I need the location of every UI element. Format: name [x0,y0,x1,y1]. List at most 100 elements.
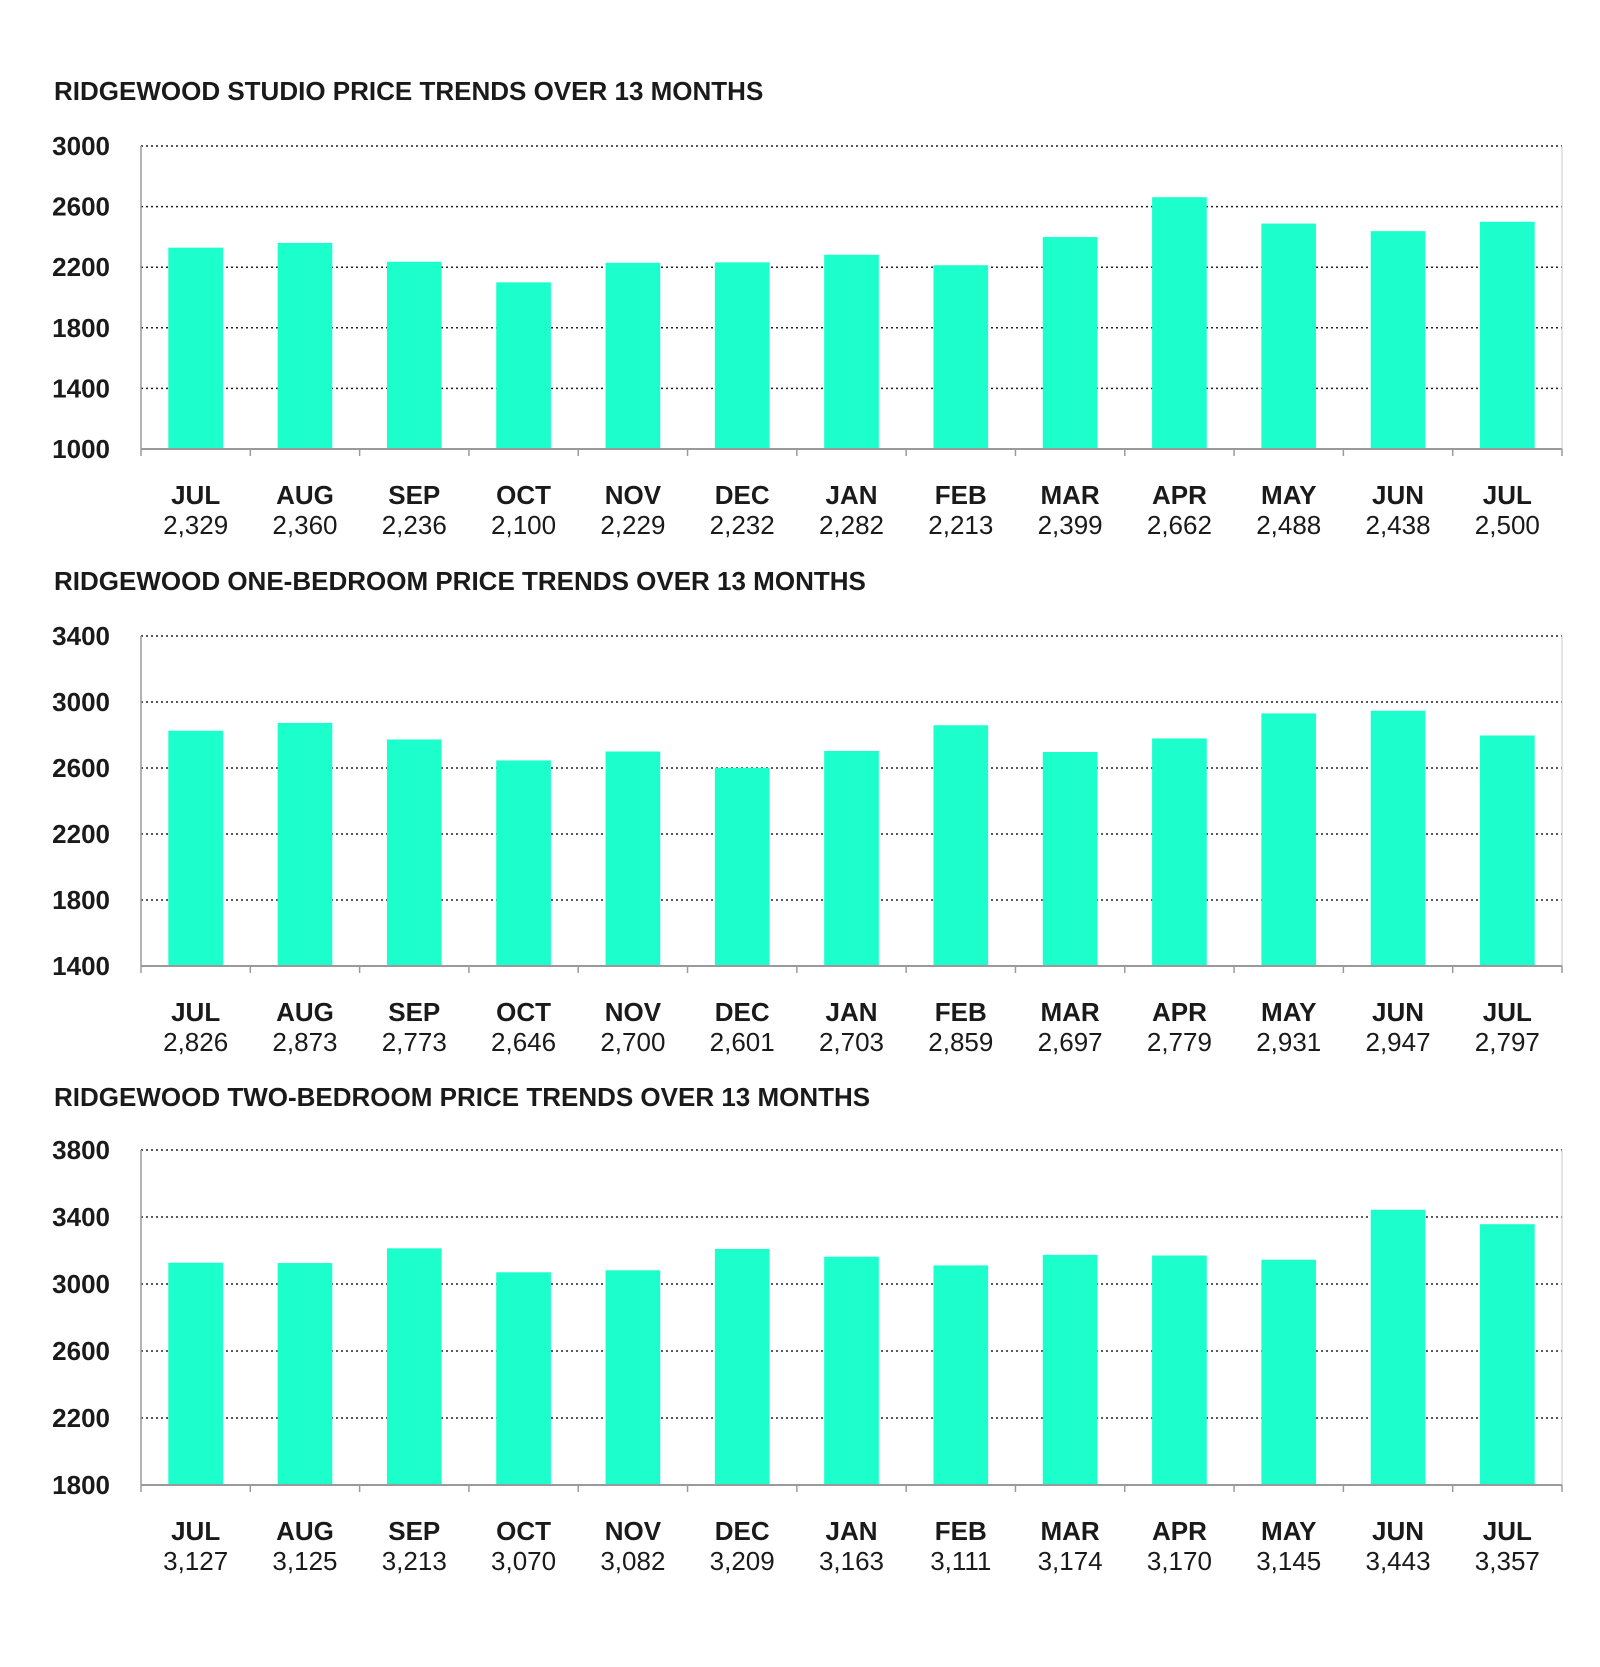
x-category-label: MAY [1261,480,1316,510]
data-label: 3,163 [819,1546,884,1576]
x-category-label: DEC [715,480,770,510]
data-label: 2,662 [1147,510,1212,540]
x-category-label: AUG [276,1516,334,1546]
data-label: 3,170 [1147,1546,1212,1576]
bar [1480,221,1535,449]
x-category-label: JAN [825,1516,877,1546]
y-tick-label: 1400 [52,373,110,403]
studio-chart: RIDGEWOOD STUDIO PRICE TRENDS OVER 13 MO… [0,76,1600,546]
y-tick-label: 2200 [52,252,110,282]
data-label: 2,229 [600,510,665,540]
x-category-label: NOV [605,997,662,1027]
x-category-label: DEC [715,997,770,1027]
x-category-label: MAY [1261,1516,1316,1546]
x-category-label: SEP [388,1516,440,1546]
bar [605,751,661,966]
bar [933,1265,989,1485]
y-tick-label: 2600 [52,192,110,222]
data-label: 2,100 [491,510,556,540]
bar [714,1248,770,1485]
bar [1042,237,1098,449]
bar [933,725,989,966]
x-category-label: APR [1152,1516,1207,1546]
data-label: 2,859 [928,1027,993,1057]
data-label: 3,127 [163,1546,228,1576]
x-category-label: SEP [388,997,440,1027]
bar [824,254,879,449]
two-bedroom-plot: 180022002600300034003800JUL3,127AUG3,125… [52,1135,1563,1576]
data-label: 2,646 [491,1027,556,1057]
bar [496,1272,551,1485]
y-tick-label: 2200 [52,819,110,849]
data-label: 2,488 [1256,510,1321,540]
bar [1261,713,1317,966]
x-category-label: JUL [171,480,220,510]
data-label: 2,703 [819,1027,884,1057]
bar [386,739,442,966]
bar [496,760,551,966]
data-label: 2,873 [272,1027,337,1057]
x-category-label: APR [1152,997,1207,1027]
data-label: 2,282 [819,510,884,540]
data-label: 3,443 [1365,1546,1430,1576]
x-category-label: JUN [1372,997,1424,1027]
data-label: 2,213 [928,510,993,540]
data-label: 2,236 [382,510,447,540]
x-category-label: OCT [496,997,551,1027]
x-category-label: SEP [388,480,440,510]
bar [605,1270,661,1485]
data-label: 2,500 [1475,510,1540,540]
chart-title: RIDGEWOOD TWO-BEDROOM PRICE TRENDS OVER … [54,1082,871,1112]
data-label: 2,700 [600,1027,665,1057]
bar [605,262,661,449]
x-category-label: NOV [605,1516,662,1546]
x-category-label: JUL [1483,480,1532,510]
x-category-label: JAN [825,997,877,1027]
data-label: 3,070 [491,1546,556,1576]
bar [277,722,333,966]
x-category-label: AUG [276,480,334,510]
y-tick-label: 3000 [52,687,110,717]
data-label: 3,209 [710,1546,775,1576]
x-category-label: MAY [1261,997,1316,1027]
chart-title: RIDGEWOOD STUDIO PRICE TRENDS OVER 13 MO… [54,76,764,106]
x-category-label: OCT [496,480,551,510]
x-category-label: FEB [935,997,987,1027]
data-label: 3,145 [1256,1546,1321,1576]
x-category-label: JUL [1483,1516,1532,1546]
x-category-label: FEB [935,1516,987,1546]
data-label: 2,779 [1147,1027,1212,1057]
bar [496,282,551,449]
bar [1152,197,1207,449]
data-label: 2,232 [710,510,775,540]
y-tick-label: 2200 [52,1403,110,1433]
data-label: 2,947 [1365,1027,1430,1057]
bar [277,1263,333,1485]
bar [277,242,333,449]
bar [168,247,223,449]
bar [168,730,223,966]
bar [168,1262,223,1485]
x-category-label: MAR [1041,1516,1100,1546]
bar [386,1248,442,1485]
y-tick-label: 3800 [52,1135,110,1165]
bar [714,767,770,966]
data-label: 3,125 [272,1546,337,1576]
x-category-label: JUN [1372,1516,1424,1546]
bar [1261,223,1317,449]
data-label: 3,111 [930,1546,991,1576]
x-category-label: JUL [171,1516,220,1546]
x-category-label: NOV [605,480,662,510]
data-label: 2,931 [1256,1027,1321,1057]
bar [386,261,442,449]
y-tick-label: 2600 [52,753,110,783]
data-label: 3,082 [600,1546,665,1576]
data-label: 2,601 [710,1027,775,1057]
x-category-label: JAN [825,480,877,510]
one-bedroom-chart: RIDGEWOOD ONE-BEDROOM PRICE TRENDS OVER … [0,566,1600,1057]
bar [714,262,770,449]
bar [1480,735,1535,966]
bar [1042,751,1098,966]
bar [1370,1209,1426,1485]
bar [824,751,879,966]
